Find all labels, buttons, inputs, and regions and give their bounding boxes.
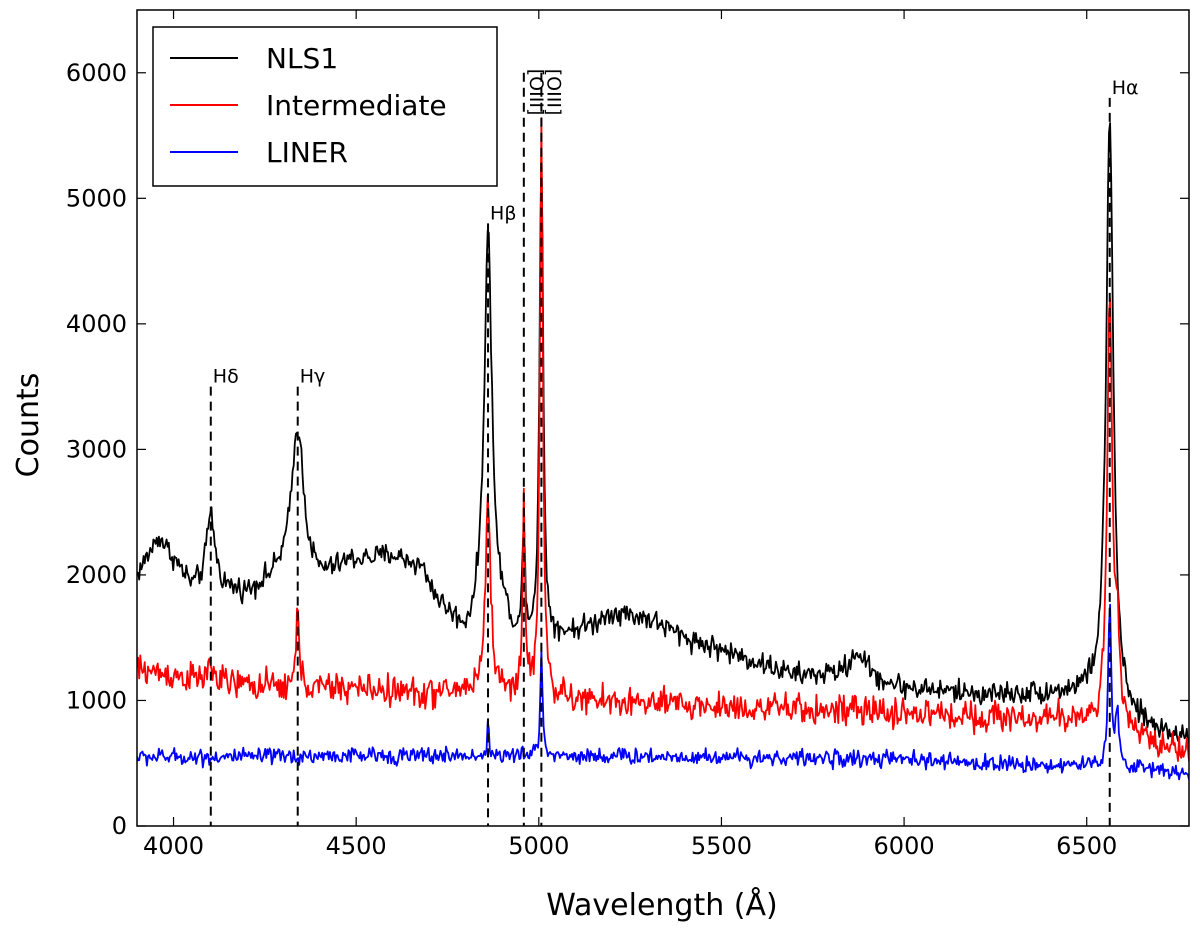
- series-line-intermediate: [137, 117, 1189, 762]
- marker-label-2: Hβ: [490, 202, 516, 224]
- x-tick-label-5000: 5000: [508, 832, 569, 860]
- x-tick-label-6500: 6500: [1056, 832, 1117, 860]
- x-axis-label: Wavelength (Å): [546, 887, 777, 923]
- x-tick-label-5500: 5500: [691, 832, 752, 860]
- legend-label-2: LINER: [266, 136, 348, 169]
- series-line-nls1: [137, 122, 1189, 745]
- y-axis-label: Counts: [11, 373, 46, 478]
- legend-label-0: NLS1: [266, 42, 338, 75]
- y-tick-label-3000: 3000: [66, 435, 127, 463]
- legend: NLS1 Intermediate LINER: [152, 26, 498, 187]
- y-tick-label-1000: 1000: [66, 686, 127, 714]
- x-tick-label-6000: 6000: [874, 832, 935, 860]
- series-line-liner: [137, 603, 1189, 781]
- plot-frame: [136, 9, 1190, 827]
- y-tick-label-6000: 6000: [66, 59, 127, 87]
- y-tick-label-0: 0: [112, 812, 127, 840]
- marker-label-0: Hδ: [213, 366, 239, 388]
- legend-label-1: Intermediate: [266, 89, 447, 122]
- marker-label-5: Hα: [1112, 77, 1139, 99]
- x-tick-label-4500: 4500: [326, 832, 387, 860]
- legend-box: [152, 26, 498, 187]
- marker-label-4: [OIII]: [542, 69, 564, 116]
- marker-label-1: Hγ: [300, 366, 326, 388]
- x-tick-label-4000: 4000: [143, 832, 204, 860]
- y-tick-label-2000: 2000: [66, 561, 127, 589]
- axis-ticks: 4000 4500 5000 5500 6000 6500 0 1000 2000 3000 400…: [66, 10, 1189, 860]
- y-tick-label-5000: 5000: [66, 184, 127, 212]
- y-tick-label-4000: 4000: [66, 310, 127, 338]
- plot-area: [137, 117, 1189, 781]
